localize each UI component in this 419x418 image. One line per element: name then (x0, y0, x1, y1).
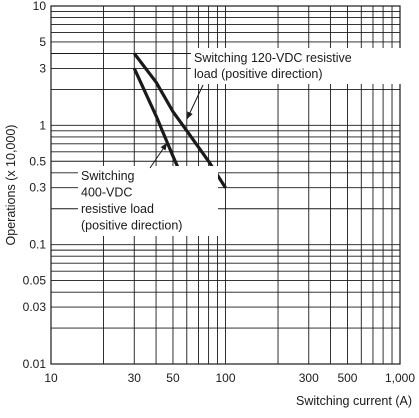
x-tick-label: 100 (215, 371, 235, 385)
plot-frame (50, 5, 401, 365)
series-120vdc-line (133, 52, 227, 189)
annotation-120vdc: Switching 120-VDC resistive load (positi… (186, 48, 404, 120)
annotation-120vdc-line-1: Switching 120-VDC resistive (194, 51, 352, 65)
x-tick-label: 1,000 (385, 371, 415, 385)
annotation-400vdc-line-1: Switching (81, 169, 135, 183)
annotation-400vdc-line-4: (positive direction) (81, 219, 182, 233)
y-axis-label: Operations (x 10,000) (4, 125, 18, 246)
annotation-120vdc-line-2: load (positive direction) (194, 67, 323, 81)
y-tick-label: 0.01 (23, 357, 47, 371)
x-tick-label: 500 (337, 371, 357, 385)
annotation-120vdc-background (191, 48, 404, 84)
y-tick-label: 0.5 (29, 154, 46, 168)
annotation-120vdc-arrowhead (187, 111, 193, 119)
y-tick-label: 3 (39, 61, 46, 75)
annotation-400vdc: Switching 400-VDC resistive load (positi… (78, 142, 218, 236)
y-tick-label: 10 (33, 0, 47, 13)
annotation-400vdc-background (78, 166, 218, 236)
y-tick-label: 0.03 (23, 300, 47, 314)
annotation-400vdc-line-2: 400-VDC (81, 186, 132, 200)
x-tick-label: 300 (299, 371, 319, 385)
tick-labels: 10 30 50 100 300 500 1,000 10 5 3 1 0.5 0.3 0.1 0.05 0.… (23, 0, 416, 385)
y-tick-label: 0.3 (29, 181, 46, 195)
annotation-400vdc-arrowhead (160, 143, 167, 151)
y-tick-label: 0.1 (29, 238, 46, 252)
x-tick-label: 50 (166, 371, 180, 385)
annotation-400vdc-line-3: resistive load (81, 202, 154, 216)
x-axis-label: Switching current (A) (296, 394, 412, 408)
y-tick-label: 0.05 (23, 274, 47, 288)
y-tick-label: 5 (39, 35, 46, 49)
x-tick-label: 30 (128, 371, 142, 385)
x-tick-label: 10 (44, 371, 58, 385)
y-tick-label: 1 (39, 118, 46, 132)
